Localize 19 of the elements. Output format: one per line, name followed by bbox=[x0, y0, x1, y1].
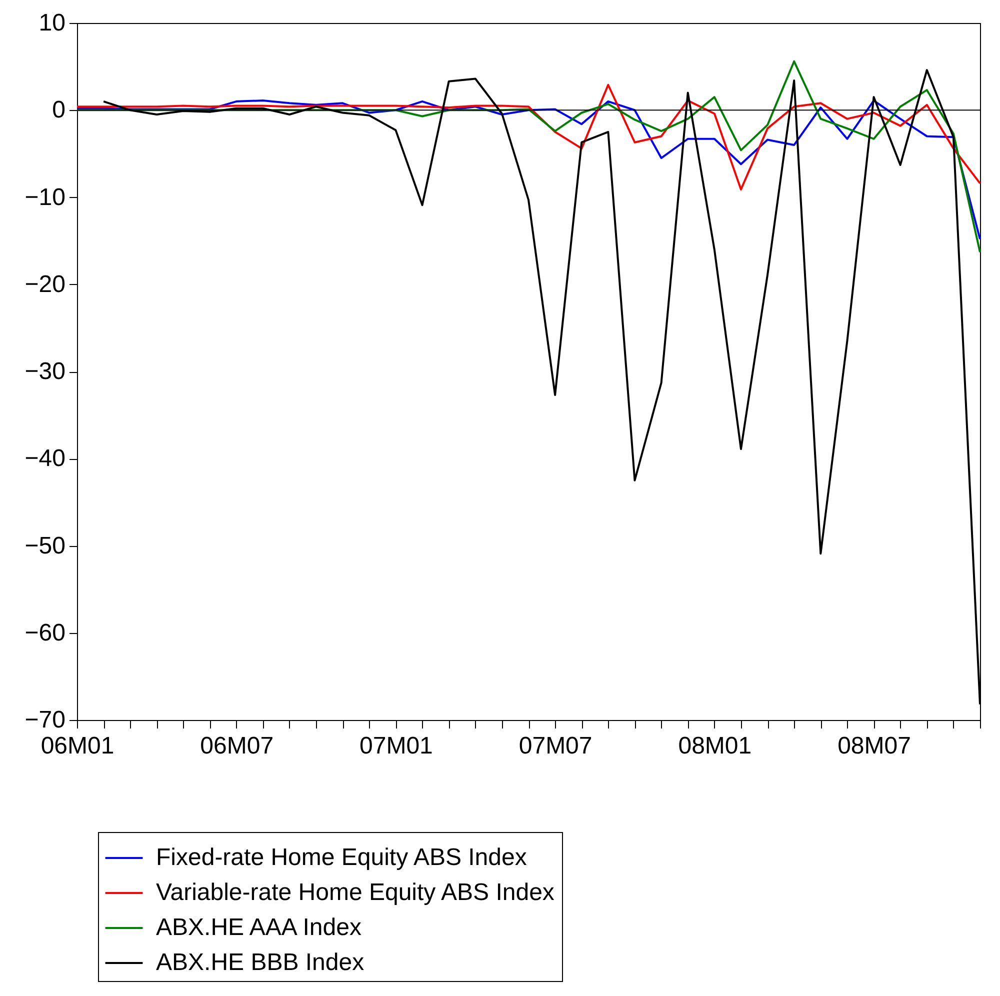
x-tick-label: 08M07 bbox=[838, 732, 911, 760]
legend-label: Variable-rate Home Equity ABS Index bbox=[156, 879, 554, 906]
x-tick-label: 07M07 bbox=[518, 732, 592, 760]
legend-label: Fixed-rate Home Equity ABS Index bbox=[156, 844, 527, 871]
x-tick-label: 08M01 bbox=[678, 732, 752, 760]
y-tick-label: 10 bbox=[38, 10, 66, 36]
y-tick-label: −50 bbox=[24, 532, 66, 560]
y-tick-label: −20 bbox=[24, 270, 66, 298]
y-tick-label: 0 bbox=[52, 96, 66, 124]
x-tick-label: 06M07 bbox=[200, 732, 274, 760]
x-tick-label: 07M01 bbox=[360, 732, 433, 760]
y-tick-label: −70 bbox=[24, 706, 66, 734]
y-tick-label: −10 bbox=[24, 184, 66, 211]
y-tick-label: −30 bbox=[24, 358, 66, 385]
y-tick-label: −40 bbox=[24, 445, 66, 472]
x-tick-label: 06M01 bbox=[40, 732, 114, 760]
y-tick-label: −60 bbox=[24, 619, 66, 646]
legend-label: ABX.HE BBB Index bbox=[156, 949, 364, 976]
legend-label: ABX.HE AAA Index bbox=[156, 914, 362, 941]
